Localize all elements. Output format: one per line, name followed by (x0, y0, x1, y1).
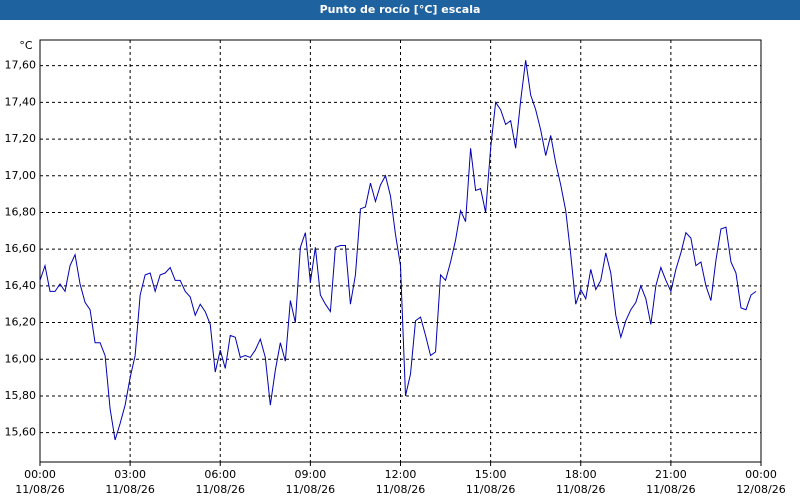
x-tick-label: 03:00 (114, 468, 146, 481)
y-unit: °C (19, 39, 33, 52)
chart-title: Punto de rocío [°C] escala (320, 3, 481, 16)
y-tick-label: 16,60 (5, 242, 37, 255)
x-tick-label: 09:00 (295, 468, 327, 481)
x-tick-label: 06:00 (204, 468, 236, 481)
y-tick-label: 16,00 (5, 352, 37, 365)
x-tick-label: 15:00 (475, 468, 507, 481)
x-tick-label: 12:00 (385, 468, 417, 481)
y-tick-label: 17,40 (5, 95, 37, 108)
y-tick-label: 16,40 (5, 279, 37, 292)
y-tick-label: 16,80 (5, 205, 37, 218)
x-tick-label: 00:00 (24, 468, 56, 481)
x-tick-date: 12/08/26 (736, 483, 785, 496)
data-line (39, 60, 757, 441)
x-tick-date: 11/08/26 (556, 483, 605, 496)
x-tick-label: 18:00 (565, 468, 597, 481)
y-tick-label: 16,20 (5, 316, 37, 329)
x-tick-date: 11/08/26 (376, 483, 425, 496)
x-tick-date: 11/08/26 (466, 483, 515, 496)
x-tick-date: 11/08/26 (15, 483, 64, 496)
x-tick-date: 11/08/26 (286, 483, 335, 496)
y-tick-label: 17,00 (5, 169, 37, 182)
x-tick-date: 11/08/26 (105, 483, 154, 496)
y-tick-label: 15,60 (5, 426, 37, 439)
y-tick-label: 17,20 (5, 132, 37, 145)
x-tick-date: 11/08/26 (196, 483, 245, 496)
y-tick-label: 17,60 (5, 59, 37, 72)
x-tick-date: 11/08/26 (646, 483, 695, 496)
y-tick-label: 15,80 (5, 389, 37, 402)
x-tick-label: 21:00 (655, 468, 687, 481)
title-bar (0, 0, 800, 20)
x-tick-label: 00:00 (745, 468, 777, 481)
